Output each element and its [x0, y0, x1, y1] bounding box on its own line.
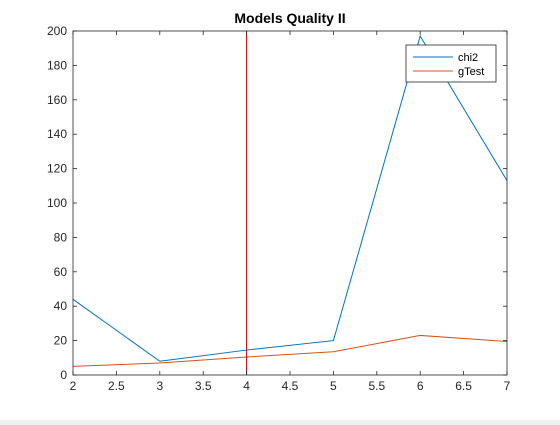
y-tick-label: 40 [54, 299, 68, 313]
x-tick-label: 6 [417, 379, 424, 393]
x-tick-label: 3 [156, 379, 163, 393]
x-tick-label: 5 [330, 379, 337, 393]
x-tick-label: 2 [70, 379, 77, 393]
y-tick-label: 80 [54, 230, 68, 244]
plot-area [73, 31, 507, 375]
y-tick-label: 0 [60, 368, 67, 382]
x-tick-label: 2.5 [108, 379, 125, 393]
y-tick-label: 140 [47, 127, 67, 141]
y-tick-label: 20 [54, 334, 68, 348]
x-tick-label: 7 [504, 379, 511, 393]
x-tick-label: 3.5 [195, 379, 212, 393]
y-tick-label: 180 [47, 58, 67, 72]
x-tick-label: 4 [243, 379, 250, 393]
legend-label-gtest: gTest [458, 66, 484, 78]
x-tick-label: 5.5 [368, 379, 385, 393]
legend-label-chi2: chi2 [458, 52, 478, 64]
x-tick-label: 4.5 [282, 379, 299, 393]
x-tick-label: 6.5 [455, 379, 472, 393]
y-tick-label: 60 [54, 265, 68, 279]
y-tick-label: 100 [47, 196, 67, 210]
legend: chi2 gTest [406, 45, 496, 82]
y-tick-label: 200 [47, 24, 67, 38]
y-tick-label: 160 [47, 93, 67, 107]
chart-title: Models Quality II [234, 10, 345, 26]
y-tick-label: 120 [47, 162, 67, 176]
